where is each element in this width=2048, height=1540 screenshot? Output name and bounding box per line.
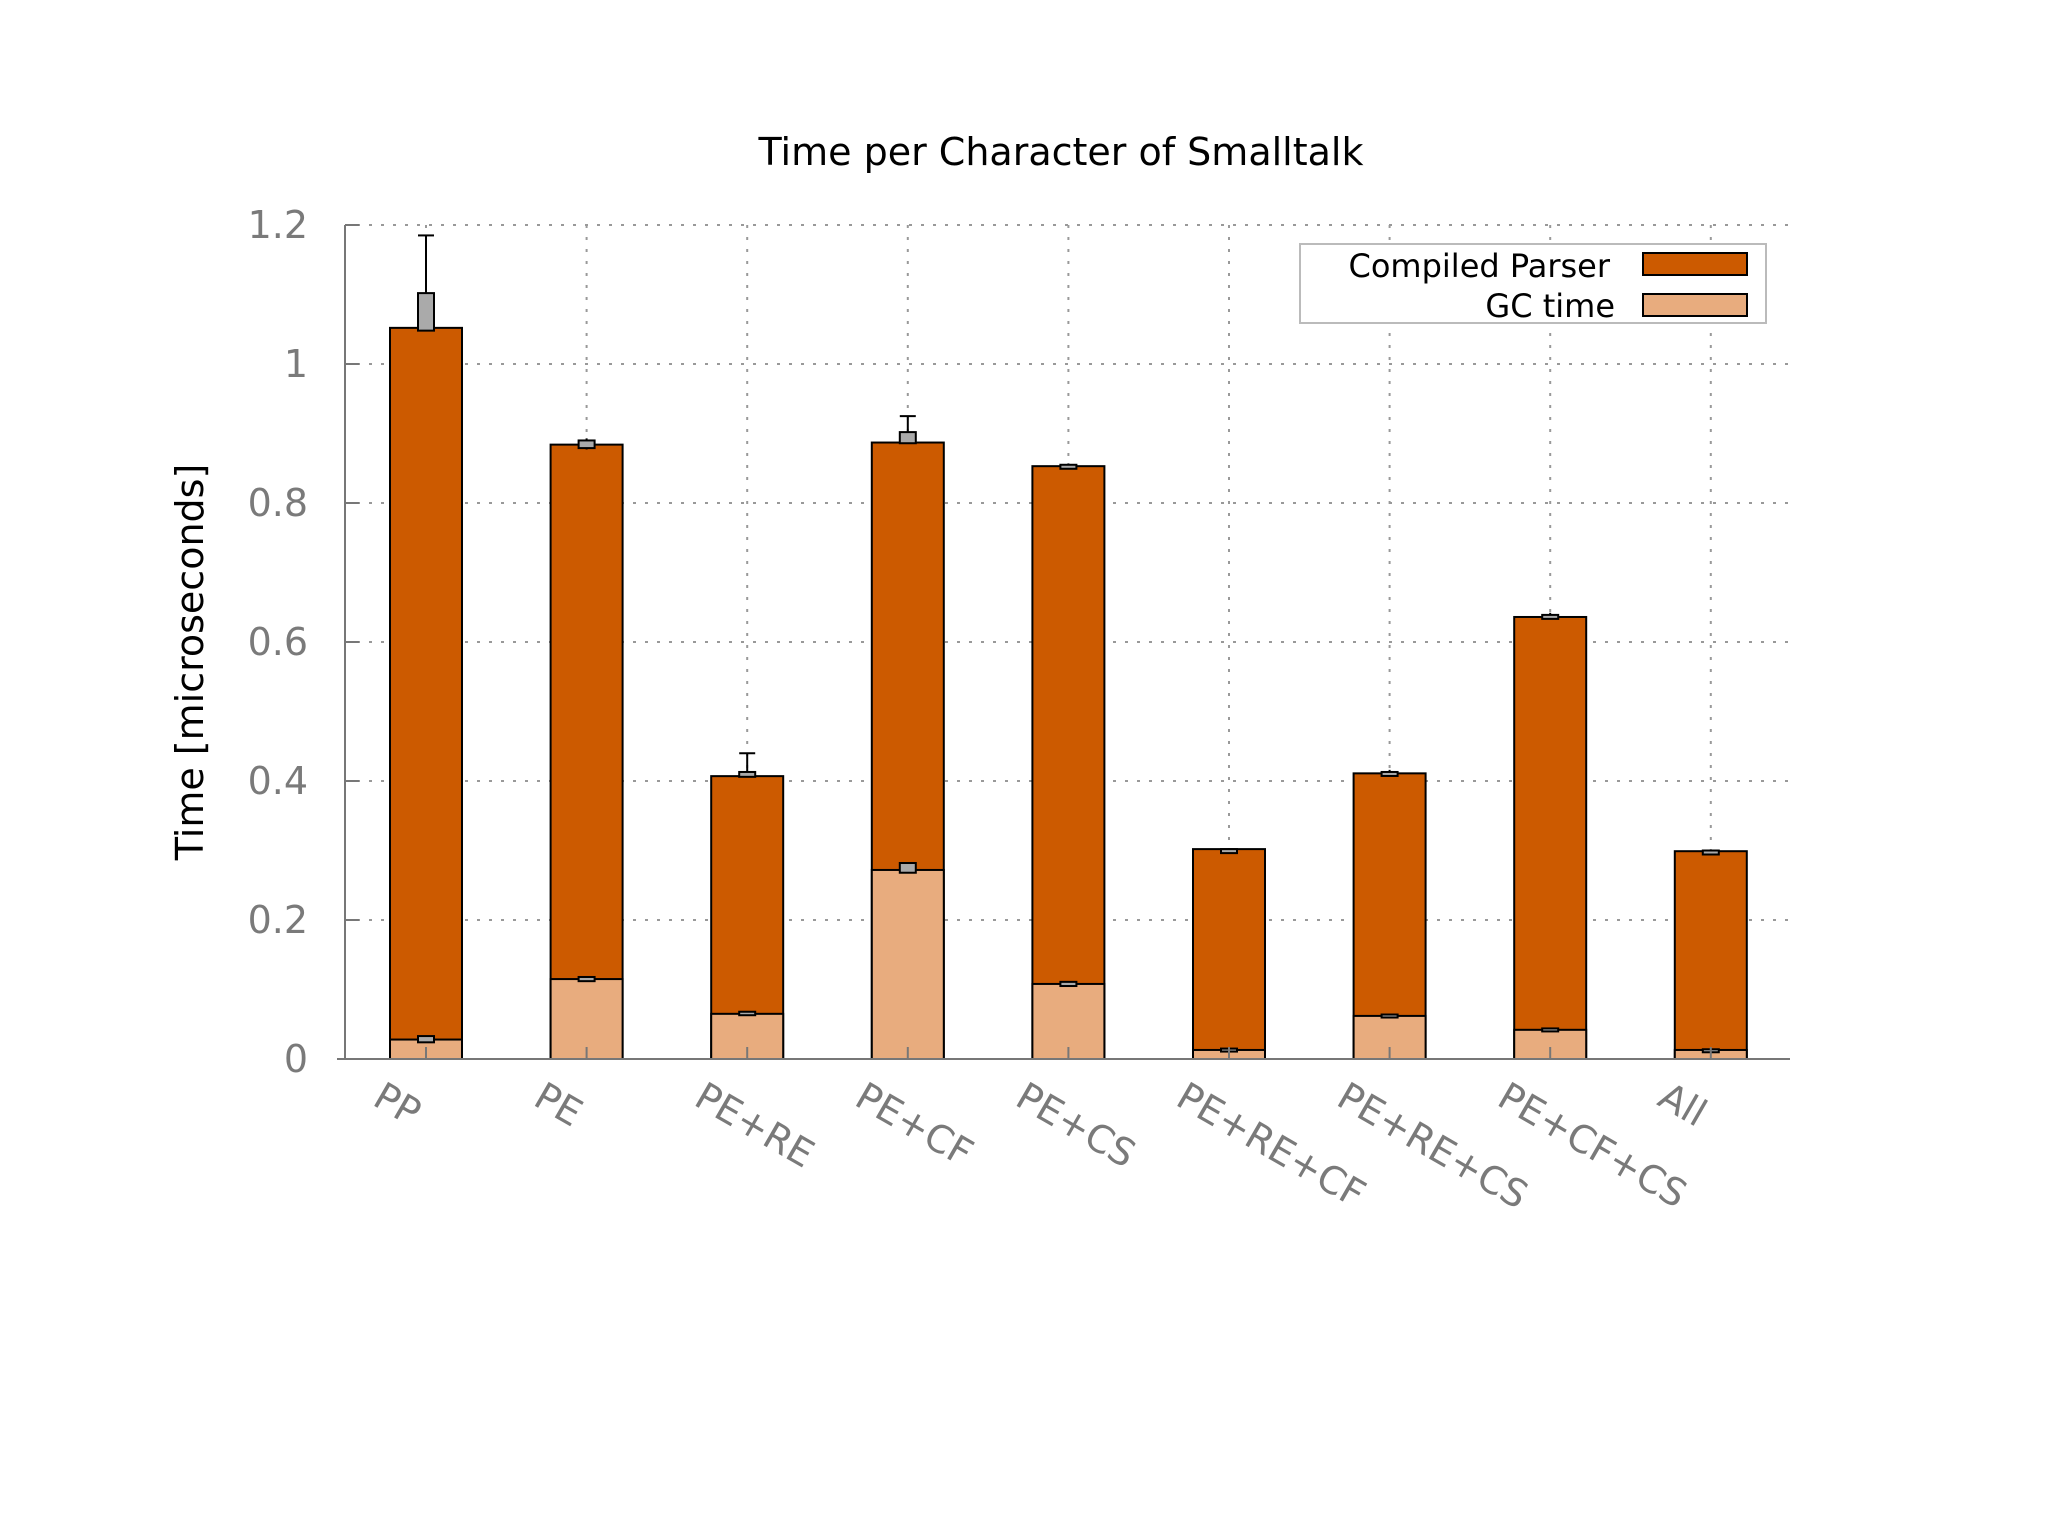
errorbox-compiled-parser <box>1380 770 1399 777</box>
x-tick-label: PE <box>527 1074 590 1136</box>
legend-swatch-compiled-parser <box>1642 252 1748 276</box>
x-tick-label: PE+RE <box>688 1074 822 1177</box>
bar-compiled-parser <box>1031 465 1106 1061</box>
errorbox-gc-time <box>1059 980 1078 988</box>
bar-compiled-parser <box>1352 772 1427 1060</box>
bars <box>389 234 1748 1061</box>
errorbox-compiled-parser <box>738 770 757 778</box>
errorbox-gc-time <box>577 975 596 983</box>
errorbox-compiled-parser <box>417 292 435 332</box>
errorbox-compiled-parser <box>577 439 596 450</box>
bar-compiled-parser <box>1192 848 1266 1060</box>
bar-compiled-parser <box>1513 615 1588 1060</box>
errorbox-gc-time <box>738 1010 757 1017</box>
errorbox-gc-time <box>898 862 917 874</box>
bar-compiled-parser <box>389 326 463 1060</box>
errorbox-gc-time <box>1541 1027 1560 1033</box>
legend-label-compiled-parser: Compiled Parser <box>1349 247 1611 285</box>
legend-label-gc-time: GC time <box>1485 287 1615 325</box>
y-tick-labels: 0 0.2 0.4 0.6 0.8 1 1.2 <box>248 203 308 1081</box>
errorbox-gc-time <box>1380 1013 1399 1019</box>
y-tick-label: 0.8 <box>248 481 308 525</box>
legend-swatch-gc-time <box>1642 293 1748 317</box>
y-tick-label: 1.2 <box>248 203 308 247</box>
bar-gc-time <box>870 868 945 1061</box>
errorbox-compiled-parser <box>1059 463 1078 470</box>
x-tick-label: PE+CS <box>1009 1074 1143 1177</box>
chart-title: Time per Character of Smalltalk <box>758 130 1364 174</box>
x-tick-label: PP <box>367 1074 429 1135</box>
y-tick-label: 0.4 <box>248 759 308 803</box>
bar-gc-time <box>549 978 624 1061</box>
x-tick-label: PE+CF <box>848 1074 980 1176</box>
y-tick-label: 1 <box>284 342 308 386</box>
errorbox-compiled-parser <box>1541 613 1560 620</box>
bar-compiled-parser <box>549 443 624 1060</box>
x-tick-label: All <box>1651 1074 1714 1136</box>
y-tick-label: 0.6 <box>248 620 308 664</box>
y-tick-label: 0 <box>284 1037 308 1081</box>
errorbox-compiled-parser <box>1701 849 1720 856</box>
y-axis-title: Time [microseconds] <box>168 464 212 862</box>
x-tick-labels: PP PE PE+RE PE+CF PE+CS PE+RE+CFPE+RE+CSPE+CF… <box>367 1074 1715 1218</box>
errorbox-compiled-parser <box>1220 848 1238 855</box>
bar-compiled-parser <box>1673 850 1748 1060</box>
axes <box>337 224 1790 1060</box>
errorbox-gc-time <box>417 1035 435 1044</box>
errorbox-compiled-parser <box>898 431 917 445</box>
legend: Compiled Parser GC time <box>1299 243 1767 325</box>
y-tick-label: 0.2 <box>248 898 308 942</box>
